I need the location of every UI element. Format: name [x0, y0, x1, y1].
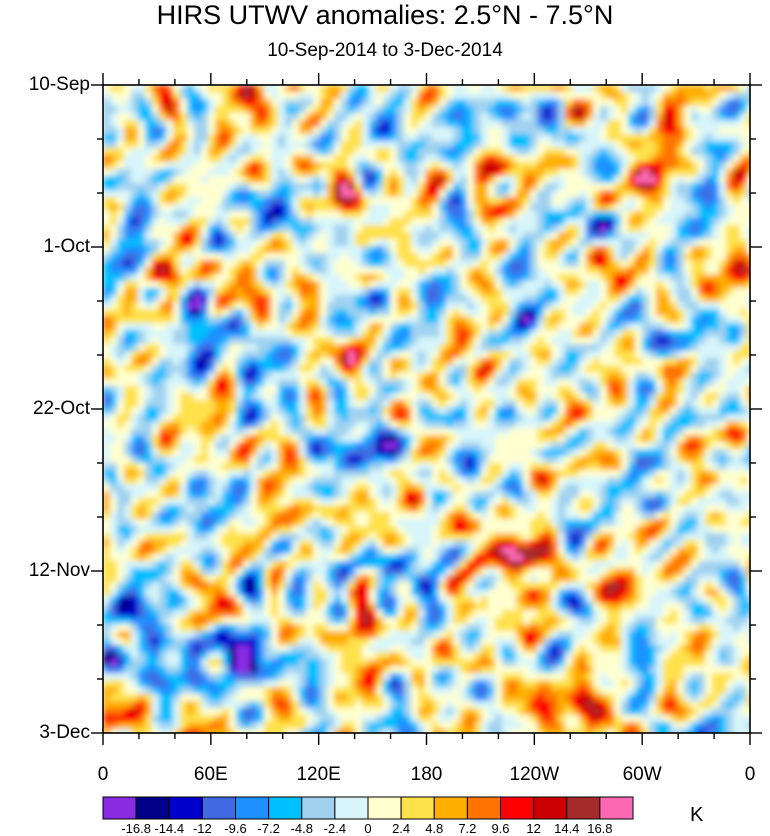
- colorbar-swatch: [136, 797, 169, 819]
- colorbar-swatch: [434, 797, 467, 819]
- colorbar-swatch: [368, 797, 401, 819]
- colorbar-swatch: [103, 797, 136, 819]
- colorbar-swatch: [501, 797, 534, 819]
- colorbar-swatch: [567, 797, 600, 819]
- y-tick-label: 3-Dec: [0, 722, 90, 744]
- colorbar-units: K: [690, 804, 703, 826]
- x-tick-label: 60W: [607, 764, 677, 786]
- y-tick-label: 10-Sep: [0, 74, 90, 96]
- x-tick-label: 180: [392, 764, 462, 786]
- y-tick-label: 1-Oct: [0, 236, 90, 258]
- colorbar-swatch: [600, 797, 633, 819]
- colorbar-swatch: [467, 797, 500, 819]
- colorbar-swatch: [202, 797, 235, 819]
- x-tick-label: 0: [68, 764, 138, 786]
- x-tick-label: 120E: [284, 764, 354, 786]
- colorbar-swatch: [335, 797, 368, 819]
- colorbar-swatch: [236, 797, 269, 819]
- y-tick-label: 12-Nov: [0, 560, 90, 582]
- colorbar-swatch: [401, 797, 434, 819]
- colorbar: [103, 797, 633, 819]
- anomaly-field: [103, 85, 755, 737]
- colorbar-swatch: [269, 797, 302, 819]
- colorbar-swatch: [169, 797, 202, 819]
- x-tick-label: 60E: [176, 764, 246, 786]
- x-tick-label: 0: [715, 764, 770, 786]
- x-tick-label: 120W: [499, 764, 569, 786]
- y-tick-label: 22-Oct: [0, 398, 90, 420]
- colorbar-swatch: [534, 797, 567, 819]
- colorbar-swatch: [302, 797, 335, 819]
